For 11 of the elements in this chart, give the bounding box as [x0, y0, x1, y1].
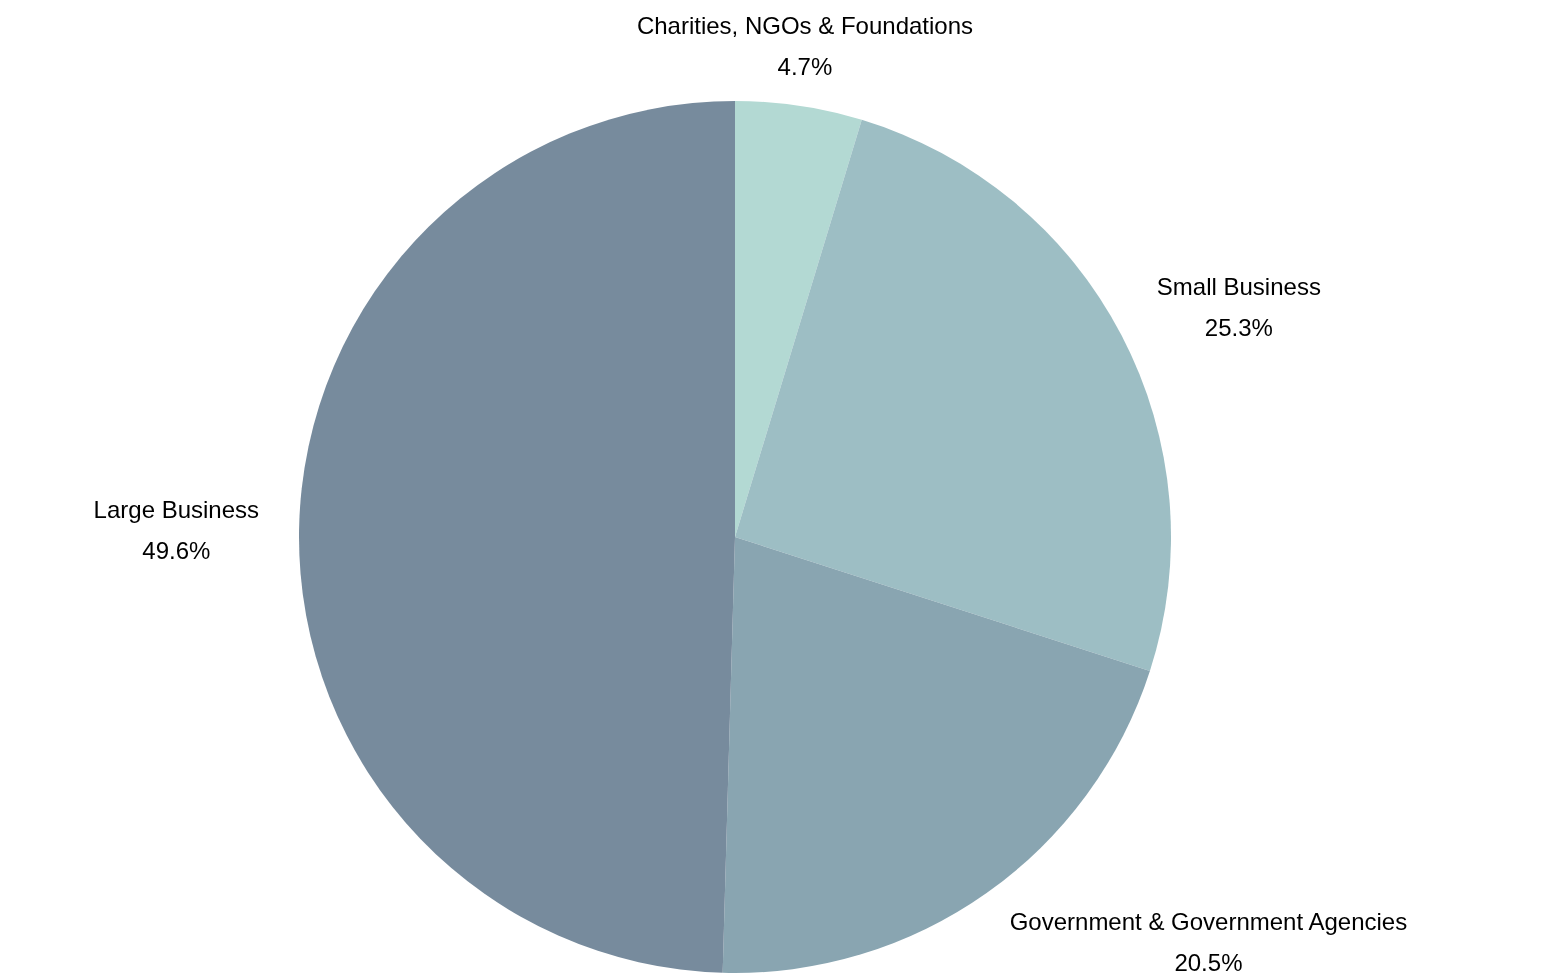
data-label: 4.7%	[777, 53, 833, 81]
pie-slice	[299, 101, 735, 973]
slice-label: Large Business	[93, 496, 260, 523]
data-label: 49.6%	[142, 537, 211, 564]
pie-slice	[735, 101, 862, 537]
slice-label: Small Business	[1156, 273, 1321, 301]
pie-slice	[722, 537, 1150, 973]
slice-label: Charities, NGOs & Foundations	[636, 12, 974, 40]
slice-label: Government & Government Agencies	[1009, 908, 1408, 936]
data-label: 20.5%	[1174, 949, 1243, 977]
data-label: 25.3%	[1204, 314, 1273, 342]
